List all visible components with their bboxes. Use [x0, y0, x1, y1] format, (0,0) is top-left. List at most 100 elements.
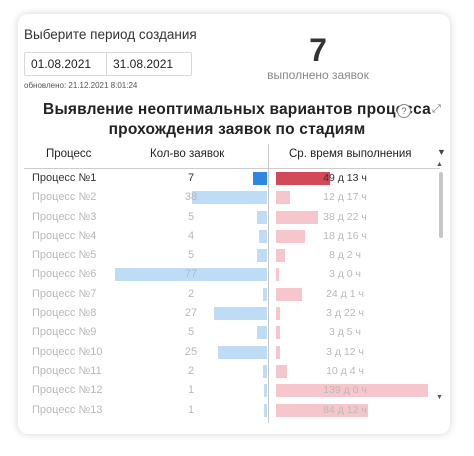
count-bar [259, 229, 267, 243]
count-value: 1 [187, 384, 195, 397]
time-value: 10 д 4 ч [326, 364, 364, 377]
count-value: 5 [187, 210, 195, 223]
table-row[interactable]: Процесс №1 7 49 д 13 ч [24, 169, 450, 188]
table-row[interactable]: Процесс №11 2 10 д 4 ч [24, 362, 450, 381]
count-value: 5 [187, 249, 195, 262]
count-bar [257, 210, 267, 224]
time-value: 24 д 1 ч [326, 287, 364, 300]
table-row[interactable]: Процесс №10 25 3 д 12 ч [24, 343, 450, 362]
count-value: 77 [184, 268, 198, 281]
header-divider [24, 168, 440, 169]
process-name: Процесс №12 [32, 384, 103, 397]
time-value: 139 д 0 ч [323, 384, 367, 397]
time-bar [276, 191, 290, 205]
process-name: Процесс №11 [32, 364, 102, 377]
table-title-line1: Выявление неоптимальных вариантов процес… [43, 101, 431, 118]
time-bar [276, 384, 428, 398]
count-bar [257, 249, 267, 263]
date-to-field[interactable]: 31.08.2021 [106, 52, 192, 76]
table-row[interactable]: Процесс №4 4 18 д 16 ч [24, 227, 450, 246]
table-row[interactable]: Процесс №12 1 139 д 0 ч [24, 381, 450, 400]
count-value: 2 [187, 287, 195, 300]
column-header-process[interactable]: Процесс [46, 148, 92, 160]
scroll-up-icon[interactable]: ▲ [436, 161, 443, 168]
count-bar [253, 172, 267, 185]
time-value: 12 д 17 ч [323, 191, 367, 204]
expand-icon[interactable]: ⤢ [432, 103, 441, 115]
sort-desc-icon[interactable]: ▼ [437, 147, 446, 157]
process-name: Процесс №1 [32, 172, 97, 184]
count-bar [115, 268, 267, 282]
process-name: Процесс №9 [32, 326, 97, 339]
process-table-panel: Выявление неоптимальных вариантов процес… [24, 96, 450, 423]
table-title-line2: прохождения заявок по стадиям [108, 121, 366, 138]
time-bar [276, 229, 306, 243]
table-title: Выявление неоптимальных вариантов процес… [24, 100, 450, 140]
process-name: Процесс №5 [32, 249, 97, 262]
count-bar [264, 403, 267, 417]
process-name: Процесс №3 [32, 210, 97, 223]
time-value: 49 д 13 ч [323, 172, 367, 184]
process-name: Процесс №2 [32, 191, 97, 204]
table-row[interactable]: Процесс №3 5 38 д 22 ч [24, 208, 450, 227]
time-bar [276, 249, 285, 263]
time-bar [276, 172, 331, 185]
process-name: Процесс №6 [32, 268, 97, 281]
completed-count: 7 [309, 32, 327, 68]
count-value: 5 [187, 326, 195, 339]
scroll-down-icon[interactable]: ▼ [436, 394, 443, 401]
table-row[interactable]: Процесс №8 27 3 д 22 ч [24, 304, 450, 323]
time-value: 38 д 22 ч [323, 210, 367, 223]
column-header-count[interactable]: Кол-во заявок [150, 148, 225, 160]
count-value: 1 [187, 403, 195, 416]
time-bar [276, 210, 318, 224]
time-bar [276, 326, 280, 340]
help-icon[interactable]: ? [397, 104, 411, 118]
time-value: 3 д 0 ч [328, 268, 362, 281]
table-row[interactable]: Процесс №9 5 3 д 5 ч [24, 323, 450, 342]
date-from-field[interactable]: 01.08.2021 [24, 52, 112, 76]
time-bar [276, 287, 303, 301]
count-value: 4 [187, 229, 195, 242]
count-value: 25 [184, 345, 198, 358]
count-bar [264, 384, 267, 398]
time-bar [276, 345, 280, 359]
count-value: 2 [187, 364, 195, 377]
time-bar [276, 364, 288, 378]
time-value: 3 д 12 ч [326, 345, 364, 358]
updated-timestamp: обновлено: 21.12.2021 8:01:24 [24, 81, 138, 90]
count-bar [263, 287, 267, 301]
column-divider [268, 144, 269, 423]
time-bar [276, 307, 281, 321]
process-name: Процесс №10 [32, 345, 103, 358]
time-value: 8 д 2 ч [328, 249, 362, 262]
table-row[interactable]: Процесс №7 2 24 д 1 ч [24, 285, 450, 304]
process-name: Процесс №4 [32, 229, 97, 242]
count-bar [257, 326, 267, 340]
scrollbar-thumb[interactable] [439, 172, 443, 238]
count-value: 27 [184, 307, 198, 320]
table-row[interactable]: Процесс №2 38 12 д 17 ч [24, 188, 450, 207]
table-row[interactable]: Процесс №6 77 3 д 0 ч [24, 265, 450, 284]
table-row[interactable]: Процесс №5 5 8 д 2 ч [24, 246, 450, 265]
time-value: 84 д 12 ч [323, 403, 367, 416]
table-body: Процесс №1 7 49 д 13 ч Процесс №2 38 12 д 17 … [24, 169, 450, 420]
process-name: Процесс №8 [32, 307, 97, 320]
completed-caption: выполнено заявок [267, 68, 369, 82]
time-bar [276, 268, 280, 282]
count-bar [263, 364, 267, 378]
time-value: 3 д 5 ч [328, 326, 362, 339]
count-bar [217, 345, 267, 359]
time-value: 18 д 16 ч [323, 229, 367, 242]
count-bar [191, 191, 267, 205]
time-value: 3 д 22 ч [326, 307, 364, 320]
count-bar [213, 307, 267, 321]
column-header-time[interactable]: Ср. время выполнения [289, 148, 412, 160]
count-value: 7 [187, 172, 195, 184]
process-name: Процесс №7 [32, 287, 97, 300]
period-label: Выберите период создания [24, 27, 197, 42]
time-bar [276, 403, 369, 417]
process-name: Процесс №13 [32, 403, 103, 416]
count-value: 38 [184, 191, 198, 204]
table-row[interactable]: Процесс №13 1 84 д 12 ч [24, 401, 450, 420]
